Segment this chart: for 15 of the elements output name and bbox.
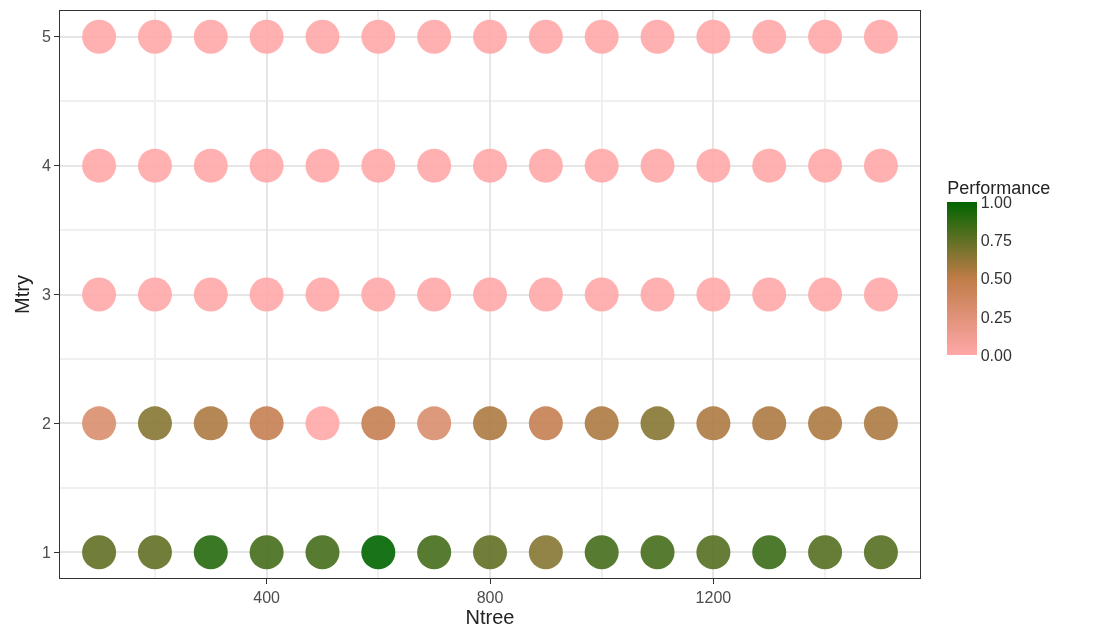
y-tick-label: 5 xyxy=(41,28,51,46)
x-tick-label: 400 xyxy=(253,589,281,607)
color-bar-label: 0.00 xyxy=(980,346,1012,364)
y-tick-label: 1 xyxy=(41,543,51,561)
y-axis-title: Mtry xyxy=(11,275,34,314)
color-bar-label: 0.25 xyxy=(980,308,1012,326)
x-tick-label: 800 xyxy=(476,589,504,607)
y-tick-label: 4 xyxy=(41,157,51,175)
color-bar-label: 1.00 xyxy=(980,193,1012,211)
color-bar-label: 0.50 xyxy=(980,270,1012,288)
x-tick-label: 1200 xyxy=(695,589,732,607)
x-axis-title: Ntree xyxy=(465,606,515,629)
y-tick-label: 3 xyxy=(41,286,51,304)
color-bar-label: 0.75 xyxy=(980,232,1012,249)
y-tick-label: 2 xyxy=(41,414,51,432)
